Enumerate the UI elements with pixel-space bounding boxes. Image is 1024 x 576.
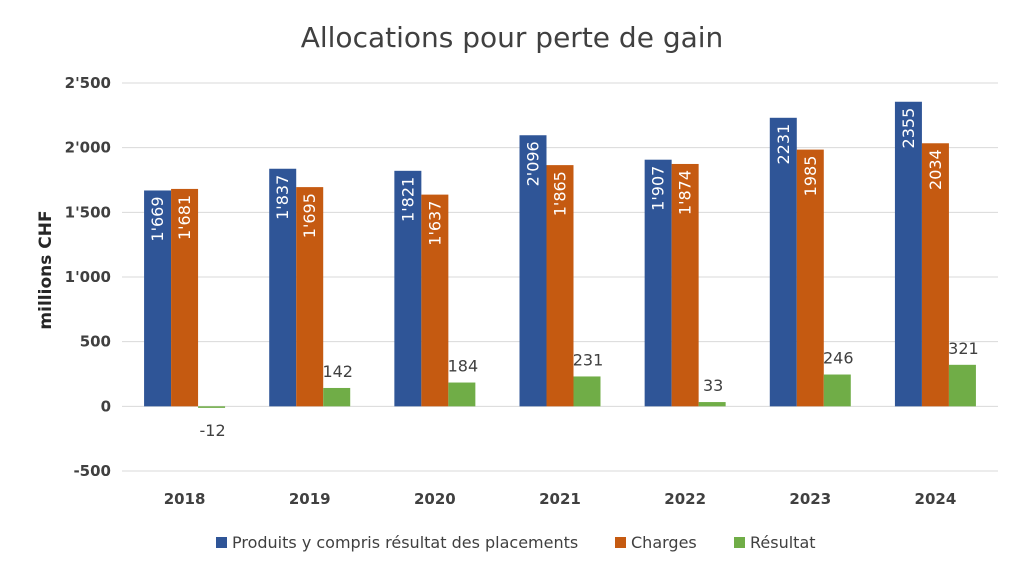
data-label: 2034 [926,149,945,190]
bar [948,364,976,407]
data-label: -12 [200,421,226,440]
bar [823,374,851,407]
bar [394,170,422,407]
bar [769,117,797,407]
y-tick-label: -500 [73,462,111,480]
bar [546,165,574,407]
y-axis-ticks: -500 0 500 1'000 1'500 2'000 2'500 [65,74,111,480]
data-labels: 1'669 1'681 -12 1'837 1'695 142 1'821 1'637 184 2… [148,108,979,440]
bar [421,194,449,407]
legend-label: Produits y compris résultat des placemen… [232,533,578,552]
bar [519,135,547,407]
y-tick-label: 2'500 [65,74,111,92]
data-label: 1'669 [148,196,167,241]
data-label: 246 [823,349,854,368]
legend-label: Charges [631,533,697,552]
x-tick-label: 2020 [414,490,456,508]
data-label: 2'096 [524,141,543,186]
bar [573,376,601,407]
data-label: 1'907 [649,166,668,211]
x-axis-ticks: 2018 2019 2020 2021 2022 2023 2024 [164,490,957,508]
bar [671,163,699,407]
data-label: 1'695 [300,193,319,238]
chart-title: Allocations pour perte de gain [301,21,724,54]
bar [921,143,949,407]
data-label: 142 [322,362,353,381]
bar [698,402,726,407]
data-label: 1'837 [273,175,292,220]
bar [796,149,824,407]
bar [644,159,672,407]
legend-label: Résultat [750,533,816,552]
bar [171,188,199,407]
bars [144,101,976,408]
data-label: 1985 [801,156,820,197]
y-axis-label: millions CHF [36,210,56,329]
data-label: 1'865 [551,171,570,216]
x-tick-label: 2023 [789,490,831,508]
legend-swatch [615,537,626,548]
data-label: 1'681 [175,195,194,240]
data-label: 1'821 [398,177,417,222]
bar [323,387,351,407]
bar [144,190,172,407]
bar [269,168,297,407]
x-tick-label: 2019 [289,490,331,508]
legend-swatch [216,537,227,548]
bar [296,187,324,407]
x-tick-label: 2021 [539,490,581,508]
data-label: 33 [703,376,723,395]
y-tick-label: 0 [101,397,111,415]
x-tick-label: 2018 [164,490,206,508]
data-label: 231 [573,350,604,369]
legend: Produits y compris résultat des placemen… [216,533,816,552]
data-label: 321 [948,339,979,358]
y-tick-label: 1'500 [65,203,111,221]
data-label: 2355 [899,108,918,149]
data-label: 1'637 [425,201,444,246]
legend-swatch [734,537,745,548]
data-label: 184 [448,357,479,376]
data-label: 1'874 [676,170,695,215]
x-tick-label: 2022 [664,490,706,508]
bar [448,382,476,407]
bar [894,101,922,407]
bar [198,406,226,408]
x-tick-label: 2024 [915,490,957,508]
data-label: 2231 [774,124,793,165]
y-tick-label: 2'000 [65,139,111,157]
y-tick-label: 500 [80,333,111,351]
y-tick-label: 1'000 [65,268,111,286]
